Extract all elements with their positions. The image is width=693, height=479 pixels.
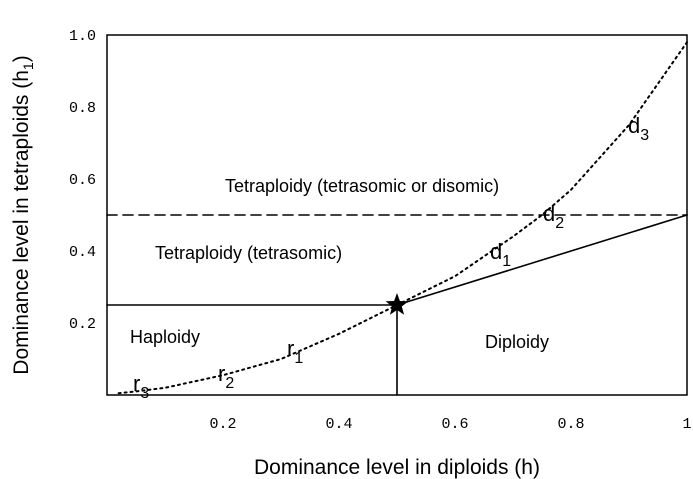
curve-label-sub: 3 (140, 385, 149, 402)
region-label: Diploidy (485, 332, 549, 352)
x-tick-label: 0.2 (209, 416, 236, 433)
x-tick-label: 0.8 (557, 416, 584, 433)
curve-label-sub: 1 (502, 253, 511, 270)
curve-label-letter: d (543, 201, 555, 226)
curve-label-letter: d (628, 113, 640, 138)
curve-label-letter: r (133, 371, 140, 396)
y-tick-label: 0.2 (69, 316, 96, 333)
curve-dotted (117, 41, 688, 395)
x-tick-label: 1 (682, 416, 691, 433)
curve-label-sub: 3 (640, 127, 649, 144)
curve-label: r3 (133, 371, 149, 402)
curve-label-sub: 2 (225, 375, 234, 392)
region-label: Tetraploidy (tetrasomic) (155, 243, 342, 263)
curve-label: r1 (287, 336, 303, 367)
curve-label-letter: r (287, 336, 294, 361)
y-axis-label: Dominance level in tetraploids (h1) (10, 55, 36, 374)
curve-label: d2 (543, 201, 564, 232)
curve-label-sub: 1 (294, 350, 303, 367)
y-tick-label: 0.8 (69, 100, 96, 117)
x-tick-label: 0.4 (325, 416, 352, 433)
y-tick-label: 0.4 (69, 244, 96, 261)
y-tick-label: 1.0 (69, 28, 96, 45)
region-label: Tetraploidy (tetrasomic or disomic) (225, 176, 499, 196)
curve-label-letter: d (490, 239, 502, 264)
y-label-end: ) (10, 55, 33, 62)
region-label: Haploidy (130, 327, 200, 347)
y-tick-label: 0.6 (69, 172, 96, 189)
x-axis-label: Dominance level in diploids (h) (254, 456, 540, 479)
curve-label-letter: r (218, 361, 225, 386)
curve-label: r2 (218, 361, 234, 392)
y-label-sub: 1 (20, 62, 36, 70)
curve-label: d1 (490, 239, 511, 270)
curve-label-sub: 2 (555, 215, 564, 232)
star-marker (385, 293, 409, 315)
curve-solid (396, 214, 688, 306)
y-label-main: Dominance level in tetraploids (h (10, 70, 33, 375)
curve-label: d3 (628, 113, 649, 144)
x-tick-label: 0.6 (441, 416, 468, 433)
